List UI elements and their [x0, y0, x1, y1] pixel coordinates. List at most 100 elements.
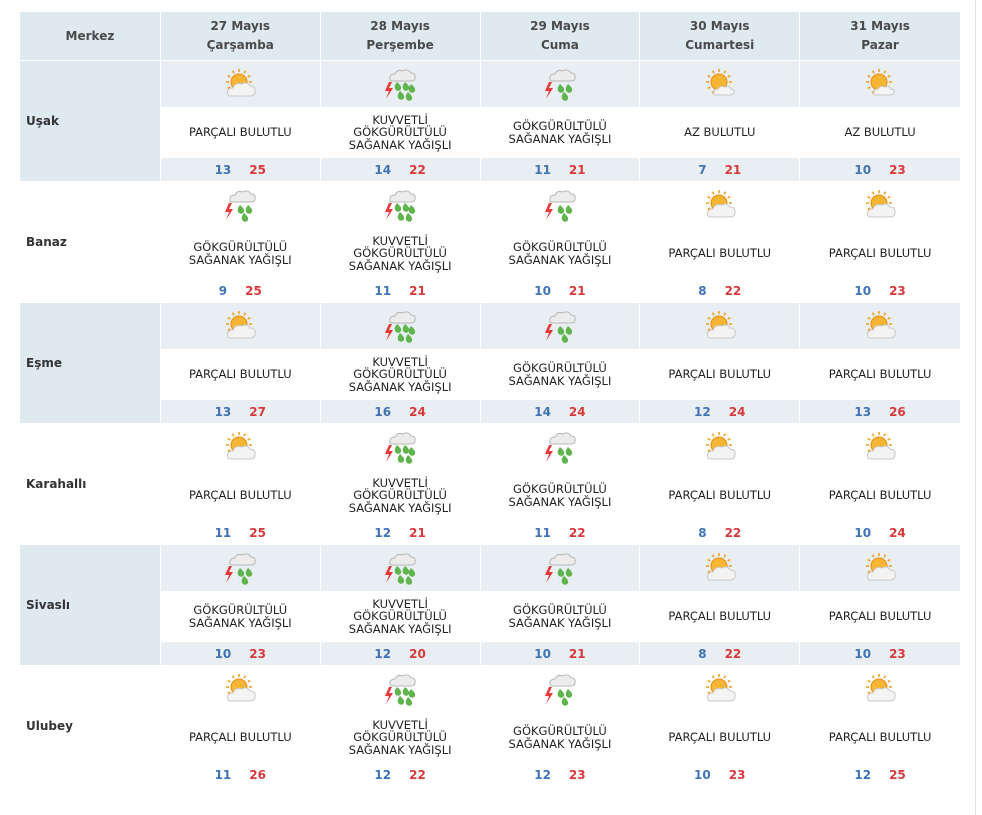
district-name: Banaz: [20, 182, 161, 302]
min-temperature: 10: [854, 283, 872, 298]
header-weekday: Çarşamba: [206, 38, 274, 52]
max-temperature: 23: [889, 646, 906, 661]
forecast-cell: KUVVETLİ GÖKGÜRÜLTÜLÜ SAĞANAK YAĞIŞLI 14 2…: [320, 61, 481, 181]
heavy-thunder-shower-icon: [385, 69, 416, 101]
temperature-band: 12 21: [321, 521, 480, 544]
forecast-cell: KUVVETLİ GÖKGÜRÜLTÜLÜ SAĞANAK YAĞIŞLI 12 2…: [320, 545, 481, 665]
forecast-cell: GÖKGÜRÜLTÜLÜ SAĞANAK YAĞIŞLI 10 23: [160, 545, 321, 665]
thunder-shower-icon: [544, 311, 576, 343]
partly-cloudy-icon: [705, 674, 736, 702]
forecast-cell: GÖKGÜRÜLTÜLÜ SAĞANAK YAĞIŞLI 12 23: [481, 666, 641, 786]
icon-band: [800, 545, 960, 591]
weather-description: GÖKGÜRÜLTÜLÜ SAĞANAK YAĞIŞLI: [480, 349, 640, 400]
icon-band: [160, 303, 320, 349]
max-temperature: 25: [249, 525, 266, 540]
temperature-band: 12 20: [320, 642, 480, 665]
min-temperature: 11: [534, 162, 551, 177]
icon-band: [640, 666, 799, 712]
icon-band: [481, 666, 640, 712]
temperature-band: 12 22: [321, 763, 480, 786]
temperature-band: 10 21: [481, 279, 640, 302]
header-weekday: Perşembe: [366, 38, 434, 52]
heavy-thunder-shower-icon: [385, 674, 416, 706]
min-temperature: 13: [854, 404, 872, 419]
icon-band: [161, 424, 320, 470]
max-temperature: 25: [889, 767, 906, 782]
icon-band: [800, 666, 960, 712]
partly-cloudy-icon: [705, 432, 736, 460]
icon-band: [480, 545, 640, 591]
header-day-5: 31 Mayıs Pazar: [800, 12, 960, 60]
forecast-cell: PARÇALI BULUTLU 8 22: [640, 545, 801, 665]
temperature-band: 12 25: [800, 763, 960, 786]
min-temperature: 10: [534, 646, 551, 661]
table-body: Uşak PARÇALI BULUTLU 13 25 KUVVETLİ GÖKGÜRÜL…: [20, 61, 960, 786]
forecast-cell: PARÇALI BULUTLU 13 27: [160, 303, 321, 423]
max-temperature: 24: [728, 404, 746, 419]
weather-description: KUVVETLİ GÖKGÜRÜLTÜLÜ SAĞANAK YAĞIŞLI: [348, 717, 452, 757]
weather-description: PARÇALI BULUTLU: [800, 349, 960, 400]
max-temperature: 21: [568, 646, 586, 661]
max-temperature: 22: [724, 525, 742, 540]
header-date: 28 Mayıs: [370, 19, 430, 33]
temperature-band: 11 26: [161, 763, 320, 786]
partly-cloudy-icon: [226, 311, 256, 339]
table-row: Ulubey PARÇALI BULUTLU 11 26 KUVVETLİ GÖKGÜR…: [20, 666, 960, 786]
weather-description: AZ BULUTLU: [800, 107, 960, 158]
temperature-band: 7 21: [640, 158, 800, 181]
max-temperature: 27: [249, 404, 266, 419]
max-temperature: 23: [889, 162, 906, 177]
temperature-band: 8 22: [640, 521, 799, 544]
header-weekday: Cuma: [540, 38, 579, 52]
min-temperature: 12: [374, 646, 392, 661]
thunder-shower-icon: [225, 553, 256, 585]
icon-band: [640, 424, 799, 470]
max-temperature: 24: [568, 404, 586, 419]
partly-cloudy-icon: [705, 553, 736, 581]
temperature-band: 14 22: [320, 158, 480, 181]
weather-description: PARÇALI BULUTLU: [188, 730, 292, 745]
max-temperature: 23: [568, 767, 586, 782]
weather-description: GÖKGÜRÜLTÜLÜ SAĞANAK YAĞIŞLI: [160, 591, 320, 642]
min-temperature: 12: [374, 525, 392, 540]
icon-band: [800, 424, 960, 470]
forecast-cell: AZ BULUTLU 7 21: [640, 61, 801, 181]
header-day-4: 30 Mayıs Cumartesi: [640, 12, 801, 60]
temperature-band: 10 21: [480, 642, 640, 665]
temperature-band: 13 26: [800, 400, 960, 423]
weather-description: GÖKGÜRÜLTÜLÜ SAĞANAK YAĞIŞLI: [480, 591, 640, 642]
weather-description: GÖKGÜRÜLTÜLÜ SAĞANAK YAĞIŞLI: [508, 240, 612, 267]
partly-cloudy-icon: [226, 432, 256, 460]
max-temperature: 24: [889, 525, 906, 540]
weather-description: PARÇALI BULUTLU: [160, 349, 320, 400]
temperature-band: 13 25: [160, 158, 320, 181]
min-temperature: 12: [534, 767, 551, 782]
partly-cloudy-icon: [705, 190, 736, 218]
min-temperature: 11: [374, 283, 392, 298]
icon-band: [480, 61, 640, 107]
partly-cloudy-icon: [866, 553, 896, 581]
forecast-cell: AZ BULUTLU 10 23: [800, 61, 960, 181]
temperature-band: 14 24: [480, 400, 640, 423]
icon-band: [320, 545, 480, 591]
forecast-cell: KUVVETLİ GÖKGÜRÜLTÜLÜ SAĞANAK YAĞIŞLI 12 2…: [321, 424, 481, 544]
partly-cloudy-icon: [866, 674, 896, 702]
max-temperature: 22: [724, 646, 742, 661]
weather-description: PARÇALI BULUTLU: [188, 488, 292, 503]
forecast-cell: PARÇALI BULUTLU 11 26: [161, 666, 321, 786]
max-temperature: 26: [249, 767, 266, 782]
temperature-band: 8 22: [640, 642, 800, 665]
table-header: Merkez 27 Mayıs Çarşamba 28 Mayıs Perşembe…: [20, 12, 960, 60]
min-temperature: 8: [698, 283, 707, 298]
min-temperature: 14: [534, 404, 551, 419]
min-temperature: 7: [698, 162, 707, 177]
forecast-cell: PARÇALI BULUTLU 10 23: [800, 182, 960, 302]
forecast-cell: PARÇALI BULUTLU 8 22: [640, 182, 801, 302]
icon-band: [160, 545, 320, 591]
max-temperature: 22: [724, 283, 742, 298]
forecast-cell: KUVVETLİ GÖKGÜRÜLTÜLÜ SAĞANAK YAĞIŞLI 12 2…: [321, 666, 481, 786]
weather-description: PARÇALI BULUTLU: [160, 107, 320, 158]
min-temperature: 12: [694, 404, 711, 419]
weather-description: KUVVETLİ GÖKGÜRÜLTÜLÜ SAĞANAK YAĞIŞLI: [320, 349, 480, 400]
max-temperature: 21: [568, 162, 586, 177]
